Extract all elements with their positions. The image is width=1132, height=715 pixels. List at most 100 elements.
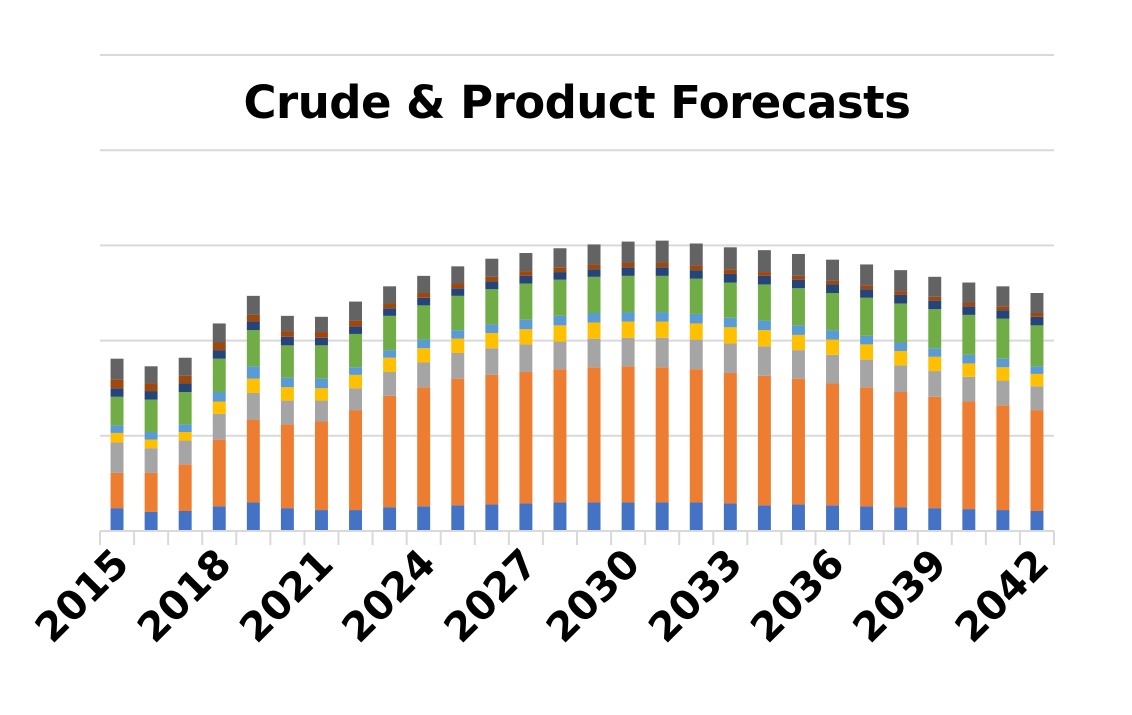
bar-segment-2017-s5 [178,424,192,432]
bar-segment-2030-s3 [621,337,635,367]
bar-segment-2015-s3 [110,442,124,473]
bar-segment-2040-s2 [962,401,976,510]
bar-segment-2040-s5 [962,354,976,364]
x-tick-label-2039: 2039 [845,541,956,652]
bar-segment-2036-s1 [826,505,840,531]
bar-segment-2020-s9 [280,315,294,332]
bar-segment-2025-s8 [451,283,465,289]
bar-segment-2027-s2 [519,372,533,504]
bar-segment-2028-s5 [553,315,567,326]
bar-segment-2037-s6 [860,297,874,336]
bar-segment-2020-s2 [280,424,294,509]
bar-segment-2019-s6 [246,330,260,367]
bar-segment-2033-s4 [723,327,737,344]
bar-segment-2023-s2 [383,395,397,508]
bar-segment-2034-s2 [757,375,771,506]
bar-segment-2023-s7 [383,308,397,316]
bar-segment-2029-s1 [587,502,601,531]
bar-segment-2016-s7 [144,391,158,400]
bar-segment-2022-s4 [349,374,363,389]
chart-title: Crude & Product Forecasts [243,76,911,129]
bar-segment-2032-s1 [689,502,703,531]
bar-segment-2018-s7 [212,350,226,359]
bar-segment-2027-s3 [519,344,533,373]
bar-segment-2031-s6 [655,275,669,313]
bar-segment-2039-s6 [928,309,942,349]
bar-segment-2039-s5 [928,348,942,357]
bar-segment-2019-s5 [246,366,260,379]
bar-segment-2030-s4 [621,321,635,338]
bar-segment-2039-s7 [928,300,942,310]
bar-segment-2028-s7 [553,272,567,280]
bar-segment-2021-s8 [314,332,328,338]
bar-segment-2026-s4 [485,332,499,349]
x-tick-label-2015: 2015 [27,541,138,652]
bar-segment-2017-s1 [178,511,192,531]
bar-segment-2033-s2 [723,372,737,504]
bar-segment-2020-s1 [280,508,294,531]
bar-segment-2017-s9 [178,357,192,376]
bar-segment-2028-s2 [553,369,567,503]
bar-segment-2017-s6 [178,392,192,425]
bar-segment-2027-s4 [519,329,533,345]
bar-segment-2020-s5 [280,377,294,388]
bar-segment-2033-s6 [723,282,737,318]
bar-segment-2038-s4 [894,351,908,366]
bar-segment-2015-s4 [110,432,124,443]
bar-segment-2018-s2 [212,439,226,507]
bar-segment-2019-s9 [246,295,260,315]
bar-segment-2028-s8 [553,267,567,273]
bar-segment-2038-s1 [894,507,908,531]
bar-segment-2034-s9 [757,250,771,273]
bar-segment-2028-s6 [553,279,567,316]
bar-segment-2035-s7 [791,279,805,289]
bar-segment-2041-s4 [996,367,1010,381]
bar-segment-2042-s9 [1030,293,1044,313]
bar-segment-2023-s1 [383,507,397,531]
bar-segment-2026-s7 [485,281,499,290]
bar-segment-2041-s2 [996,405,1010,511]
bar-segment-2032-s4 [689,323,703,340]
bar-segment-2035-s1 [791,504,805,531]
bar-segment-2016-s9 [144,366,158,384]
bar-segment-2030-s2 [621,366,635,503]
bar-segment-2018-s5 [212,392,226,402]
bar-segment-2023-s6 [383,315,397,351]
bar-segment-2020-s7 [280,336,294,346]
bar-segment-2030-s7 [621,267,635,276]
bar-segment-2017-s2 [178,464,192,512]
bar-segment-2027-s9 [519,253,533,272]
bar-segment-2031-s2 [655,367,669,503]
bar-segment-2024-s5 [417,339,431,349]
bar-segment-2036-s9 [826,259,840,281]
bar-segment-2027-s5 [519,319,533,330]
bar-segment-2018-s8 [212,342,226,351]
bar-segment-2039-s2 [928,396,942,509]
bar-segment-2015-s5 [110,425,124,433]
bar-segment-2020-s6 [280,345,294,378]
bar-segment-2036-s8 [826,280,840,285]
bar-segment-2039-s9 [928,276,942,297]
bar-segment-2018-s4 [212,401,226,414]
bar-segment-2038-s7 [894,294,908,304]
bar-segment-2037-s5 [860,335,874,345]
x-tick-label-2021: 2021 [231,541,342,652]
bar-segment-2042-s5 [1030,366,1044,374]
bar-segment-2022-s7 [349,326,363,334]
bar-segment-2016-s4 [144,439,158,449]
bar-segment-2025-s3 [451,352,465,379]
bar-segment-2039-s1 [928,508,942,531]
bar-segment-2037-s3 [860,359,874,388]
bar-segment-2035-s5 [791,325,805,335]
bar-segment-2027-s1 [519,503,533,531]
bar-segment-2021-s6 [314,345,328,379]
bar-segment-2034-s8 [757,272,771,276]
bar-segment-2017-s7 [178,383,192,393]
bar-segment-2030-s5 [621,312,635,322]
bar-segment-2042-s1 [1030,511,1044,531]
bar-segment-2022-s1 [349,510,363,531]
bar-segment-2026-s2 [485,374,499,505]
bar-segment-2032-s8 [689,265,703,271]
